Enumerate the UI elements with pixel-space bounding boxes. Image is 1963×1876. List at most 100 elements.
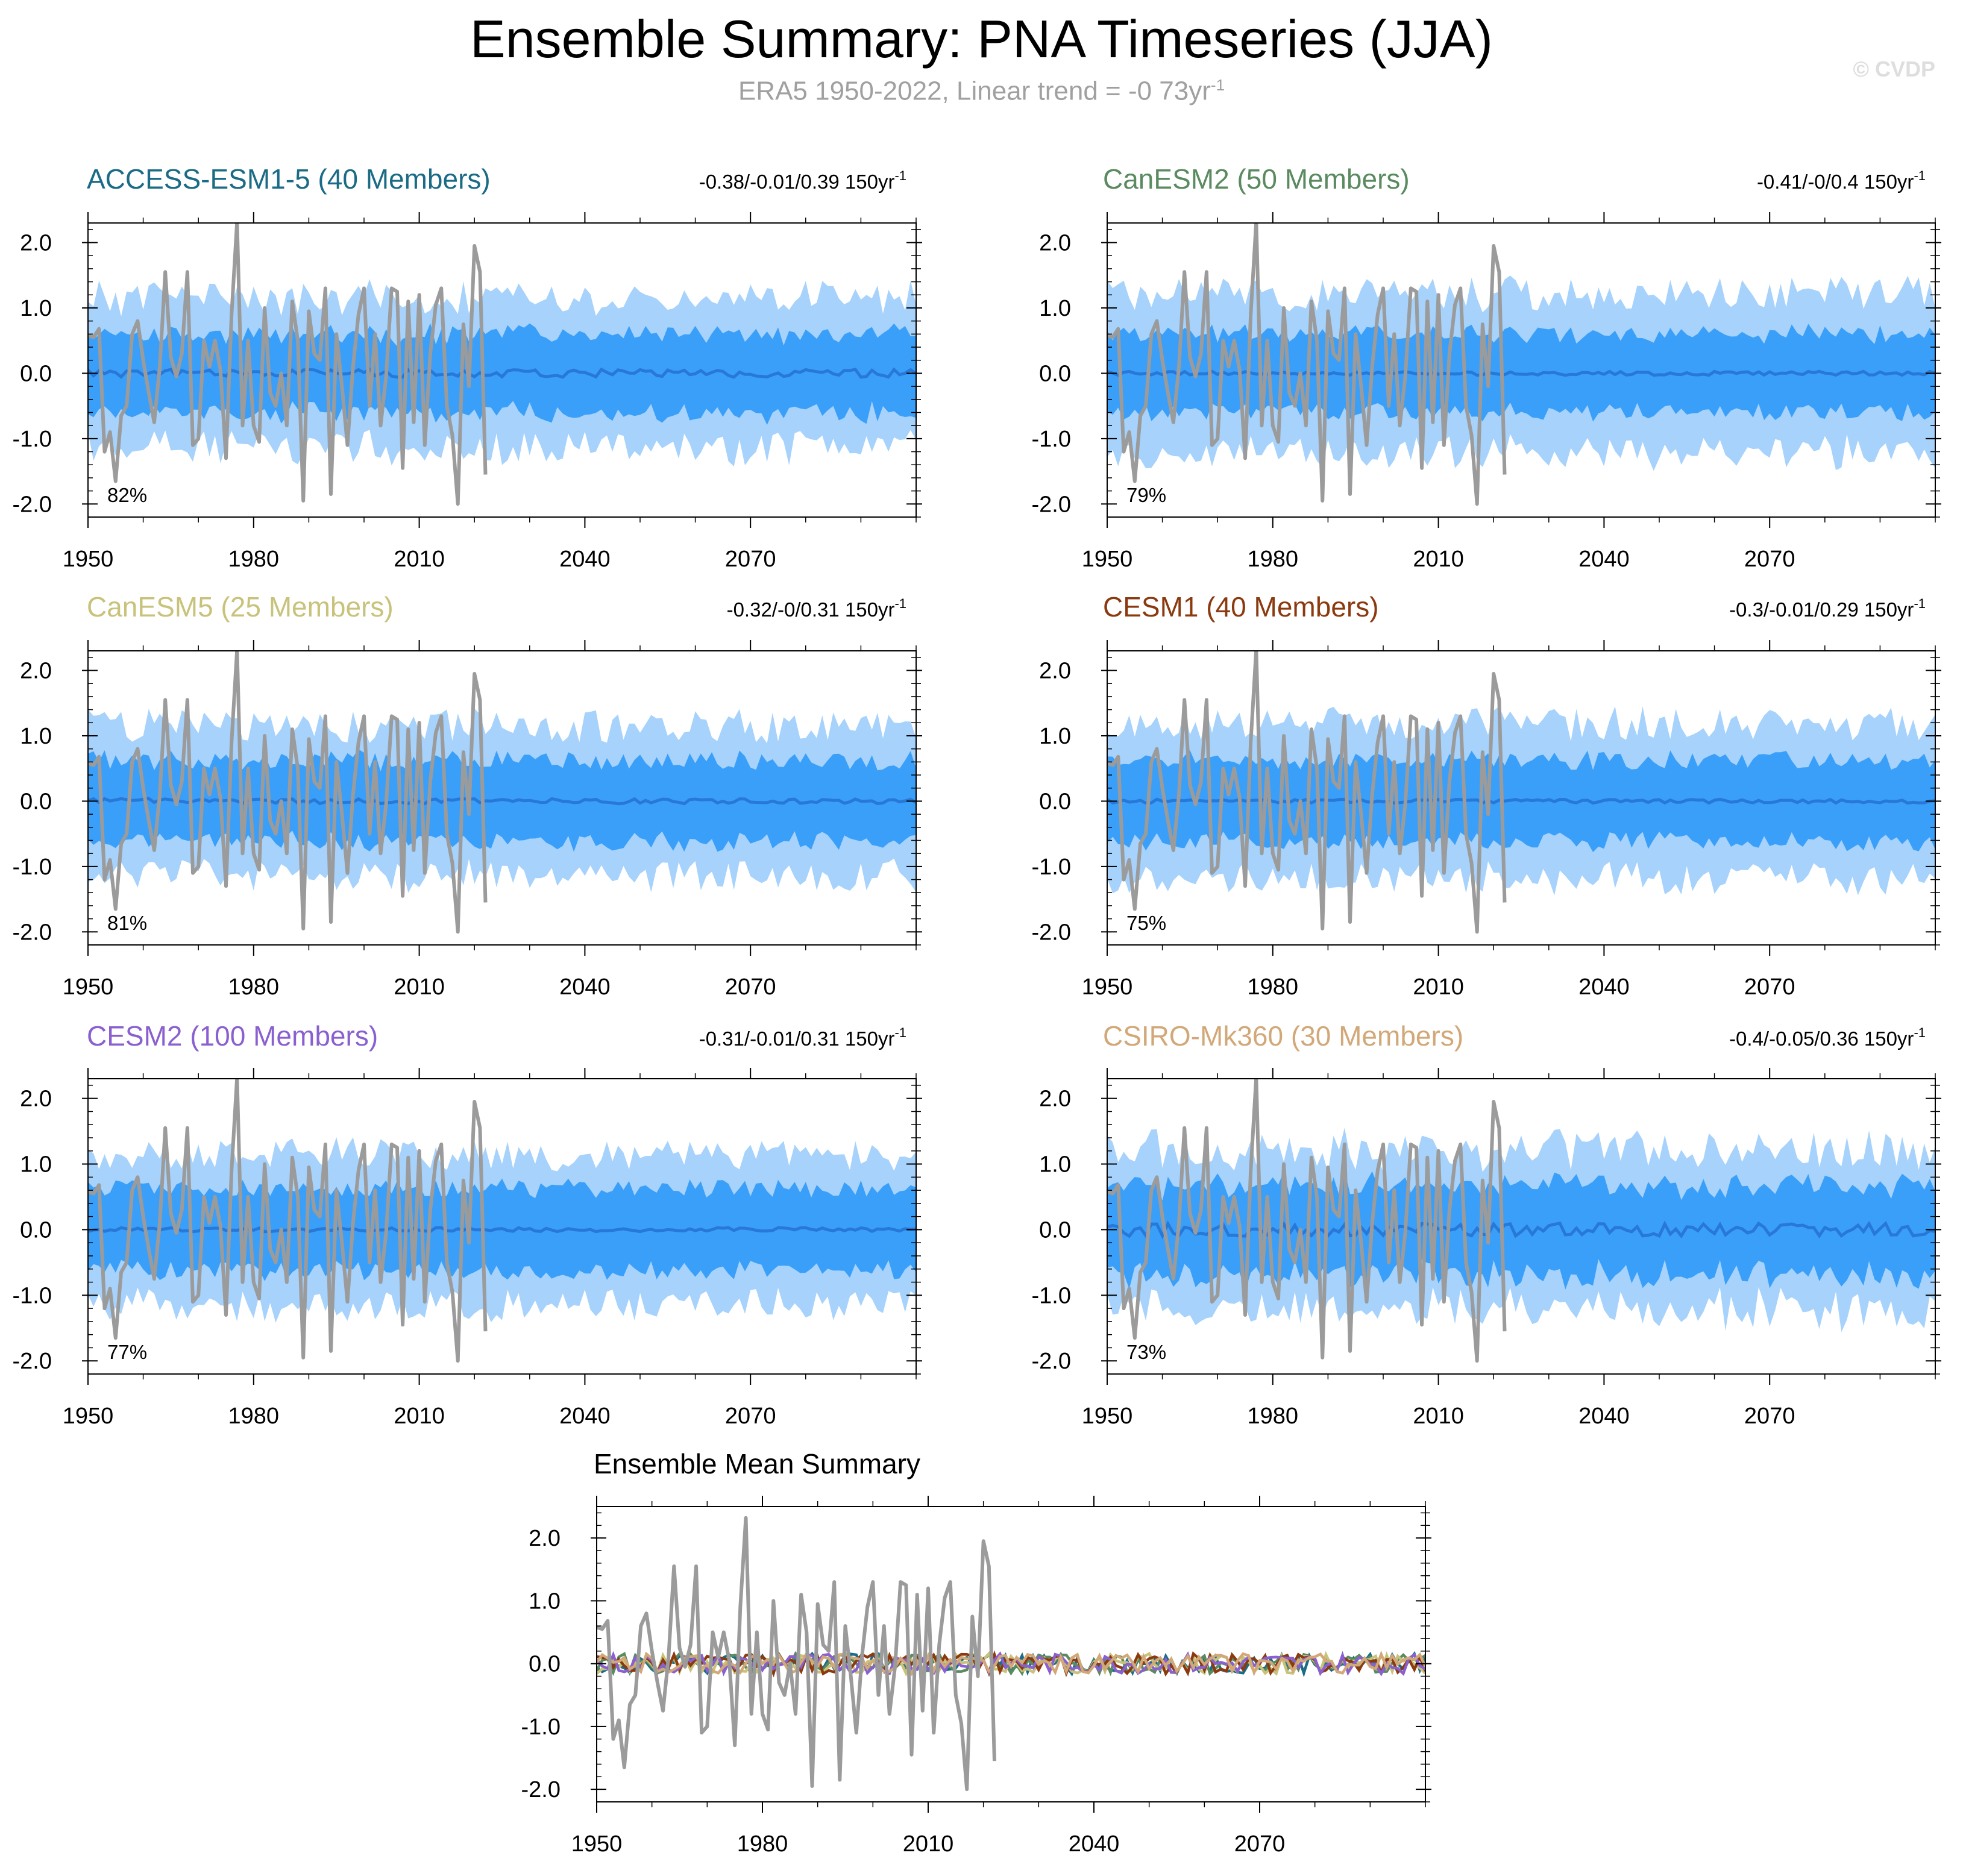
observations-line bbox=[88, 223, 488, 506]
x-tick-label: 2070 bbox=[1744, 1404, 1795, 1429]
y-tick-label: 0.0 bbox=[20, 361, 52, 386]
percent-label: 79% bbox=[1126, 484, 1166, 506]
ensemble-mean-line bbox=[1107, 797, 1935, 805]
x-tick-label: 1980 bbox=[228, 974, 280, 1000]
x-tick-label: 1950 bbox=[1082, 974, 1133, 1000]
percent-label: 82% bbox=[107, 484, 147, 506]
x-tick-label: 2040 bbox=[1069, 1831, 1120, 1857]
y-tick-label: -2.0 bbox=[1032, 920, 1071, 945]
x-tick-label: 2070 bbox=[725, 547, 776, 572]
y-tick-label: -1.0 bbox=[521, 1714, 561, 1740]
ensemble-mean-line bbox=[88, 367, 916, 379]
y-tick-label: 1.0 bbox=[529, 1589, 561, 1614]
y-tick-label: 1.0 bbox=[20, 1152, 52, 1178]
x-tick-label: 2010 bbox=[1413, 1404, 1464, 1429]
ensemble-mean-line bbox=[88, 797, 916, 806]
y-tick-label: 1.0 bbox=[1039, 296, 1071, 321]
plot-area bbox=[1107, 223, 1935, 506]
chart-panel-7: Ensemble Mean Summary 2.0 1.0 0.0 -1.0 -2.0 19… bbox=[521, 1448, 1431, 1857]
observations-line bbox=[88, 651, 488, 934]
page-subtitle: ERA5 1950-2022, Linear trend = -0 73yr-1 bbox=[0, 76, 1963, 107]
chart-panel-1: ACCESS-ESM1-5 (40 Members) -0.38/-0.01/0.… bbox=[13, 163, 922, 572]
observations-line bbox=[1107, 1079, 1507, 1363]
y-tick-label: 2.0 bbox=[20, 231, 52, 256]
trend-superscript: -1 bbox=[894, 1025, 906, 1040]
inner-spread-band bbox=[1107, 324, 1935, 422]
panel-title: CanESM2 (50 Members) bbox=[1103, 163, 1410, 195]
x-tick-label: 2010 bbox=[1413, 547, 1464, 572]
y-tick-label: -2.0 bbox=[13, 920, 52, 945]
observations-line bbox=[88, 1079, 488, 1363]
x-tick-label: 1980 bbox=[228, 547, 280, 572]
page-title: Ensemble Summary: PNA Timeseries (JJA) bbox=[470, 9, 1493, 69]
x-tick-label: 2010 bbox=[903, 1831, 954, 1857]
percent-label: 73% bbox=[1126, 1341, 1166, 1363]
y-tick-label: 1.0 bbox=[1039, 724, 1071, 749]
x-tick-label: 1950 bbox=[1082, 547, 1133, 572]
trend-label: -0.38/-0.01/0.39 150yr-1 bbox=[699, 168, 906, 193]
subtitle-text: ERA5 1950-2022, Linear trend = -0 73yr bbox=[738, 76, 1211, 106]
x-tick-label: 2040 bbox=[1578, 974, 1630, 1000]
trend-label: -0.4/-0.05/0.36 150yr-1 bbox=[1729, 1025, 1926, 1050]
y-tick-label: 2.0 bbox=[529, 1526, 561, 1551]
percent-label: 81% bbox=[107, 912, 147, 934]
plot-area bbox=[88, 223, 916, 506]
y-tick-label: -2.0 bbox=[521, 1777, 561, 1802]
x-tick-label: 2070 bbox=[725, 974, 776, 1000]
trend-label: -0.32/-0/0.31 150yr-1 bbox=[727, 596, 906, 621]
x-tick-label: 2040 bbox=[559, 1404, 611, 1429]
plot-frame bbox=[87, 222, 917, 518]
y-tick-label: 0.0 bbox=[1039, 1217, 1071, 1243]
plot-frame bbox=[1107, 1078, 1936, 1375]
x-tick-label: 2070 bbox=[1234, 1831, 1286, 1857]
trend-superscript: -1 bbox=[1914, 1025, 1926, 1040]
y-tick-label: 0.0 bbox=[20, 789, 52, 814]
y-tick-label: -2.0 bbox=[13, 1349, 52, 1374]
x-tick-label: 1980 bbox=[1248, 974, 1299, 1000]
plot-area bbox=[1107, 1079, 1935, 1363]
plot-area bbox=[597, 1516, 1425, 1792]
inner-spread-band bbox=[88, 323, 916, 425]
panel-title: CESM2 (100 Members) bbox=[87, 1020, 378, 1052]
x-tick-label: 1980 bbox=[1248, 547, 1299, 572]
plot-frame bbox=[596, 1506, 1426, 1802]
y-tick-label: -2.0 bbox=[1032, 492, 1071, 517]
y-tick-label: 2.0 bbox=[1039, 231, 1071, 256]
observations-line bbox=[1107, 223, 1507, 506]
percent-label: 75% bbox=[1126, 912, 1166, 934]
y-tick-label: -2.0 bbox=[13, 492, 52, 517]
y-tick-label: 1.0 bbox=[20, 296, 52, 321]
y-tick-label: -1.0 bbox=[13, 1283, 52, 1308]
trend-superscript: -1 bbox=[894, 168, 906, 183]
plot-frame bbox=[87, 650, 917, 946]
trend-superscript: -1 bbox=[1914, 596, 1926, 611]
chart-panel-6: CSIRO-Mk360 (30 Members) -0.4/-0.05/0.36 … bbox=[1032, 1020, 1941, 1429]
trend-label: -0.3/-0.01/0.29 150yr-1 bbox=[1729, 596, 1926, 621]
panel-title: ACCESS-ESM1-5 (40 Members) bbox=[87, 163, 491, 195]
x-tick-label: 2010 bbox=[394, 547, 445, 572]
x-tick-label: 2040 bbox=[1578, 547, 1630, 572]
x-tick-label: 2070 bbox=[1744, 547, 1795, 572]
model-mean-line-3 bbox=[597, 1651, 1425, 1677]
y-tick-label: 2.0 bbox=[1039, 1087, 1071, 1112]
x-tick-label: 1950 bbox=[63, 1404, 114, 1429]
y-tick-label: 0.0 bbox=[20, 1217, 52, 1243]
panel-title: CSIRO-Mk360 (30 Members) bbox=[1103, 1020, 1463, 1052]
y-tick-label: 0.0 bbox=[529, 1652, 561, 1677]
y-tick-label: -1.0 bbox=[1032, 1283, 1071, 1308]
trend-superscript: -1 bbox=[894, 596, 906, 611]
y-tick-label: -1.0 bbox=[13, 855, 52, 880]
watermark: © CVDP bbox=[1853, 57, 1935, 81]
y-tick-label: -1.0 bbox=[1032, 855, 1071, 880]
y-tick-label: -1.0 bbox=[1032, 427, 1071, 452]
x-tick-label: 1980 bbox=[1248, 1404, 1299, 1429]
observations-line bbox=[1107, 651, 1507, 934]
x-tick-label: 2010 bbox=[394, 974, 445, 1000]
plot-frame bbox=[87, 1078, 917, 1375]
panel-title: CESM1 (40 Members) bbox=[1103, 591, 1379, 623]
trend-superscript: -1 bbox=[1914, 168, 1926, 183]
x-tick-label: 2070 bbox=[1744, 974, 1795, 1000]
chart-panel-2: CanESM2 (50 Members) -0.41/-0/0.4 150yr-1… bbox=[1032, 163, 1941, 572]
y-tick-label: 0.0 bbox=[1039, 789, 1071, 814]
